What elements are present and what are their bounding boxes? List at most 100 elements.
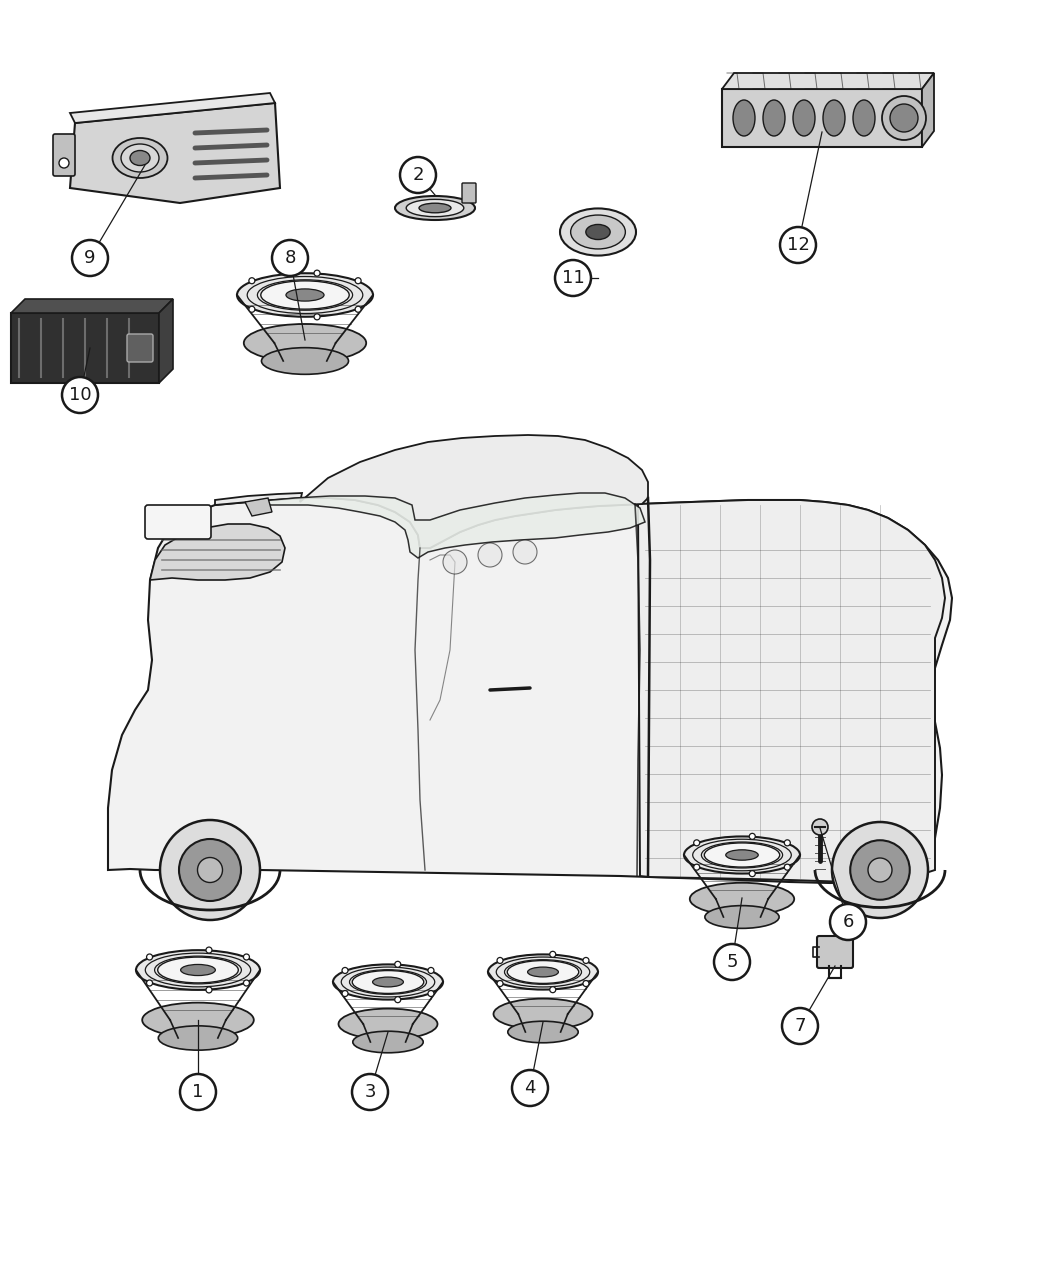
Circle shape [314, 314, 320, 320]
Text: 12: 12 [786, 236, 810, 254]
Ellipse shape [507, 960, 579, 983]
Ellipse shape [684, 836, 800, 873]
Circle shape [512, 1070, 548, 1105]
Ellipse shape [853, 99, 875, 136]
FancyBboxPatch shape [10, 312, 159, 382]
Text: 10: 10 [68, 386, 91, 404]
Circle shape [583, 958, 589, 964]
Ellipse shape [352, 970, 424, 993]
Ellipse shape [373, 977, 403, 987]
Ellipse shape [121, 144, 159, 172]
Ellipse shape [286, 289, 324, 301]
Circle shape [197, 858, 223, 882]
Circle shape [832, 822, 928, 918]
Text: 8: 8 [285, 249, 296, 266]
Circle shape [342, 991, 348, 997]
Circle shape [513, 541, 537, 564]
Circle shape [782, 1009, 818, 1044]
Text: 9: 9 [84, 249, 96, 266]
Circle shape [750, 871, 755, 877]
Ellipse shape [419, 203, 452, 213]
Ellipse shape [763, 99, 785, 136]
Circle shape [555, 260, 591, 296]
Circle shape [497, 958, 503, 964]
Polygon shape [722, 73, 934, 89]
Circle shape [784, 864, 791, 870]
Ellipse shape [690, 882, 794, 915]
Circle shape [428, 991, 434, 997]
Circle shape [178, 839, 242, 901]
Text: 5: 5 [727, 952, 738, 972]
Circle shape [206, 987, 212, 993]
Circle shape [244, 980, 250, 986]
Ellipse shape [570, 215, 626, 249]
Circle shape [244, 954, 250, 960]
Ellipse shape [237, 273, 373, 316]
Circle shape [355, 306, 361, 312]
Ellipse shape [406, 199, 464, 217]
Text: 2: 2 [413, 166, 424, 184]
FancyBboxPatch shape [462, 184, 476, 203]
Polygon shape [108, 499, 952, 884]
Polygon shape [10, 300, 173, 312]
Text: 1: 1 [192, 1082, 204, 1102]
Circle shape [59, 158, 69, 168]
Circle shape [147, 980, 152, 986]
Circle shape [478, 543, 502, 567]
Circle shape [784, 840, 791, 845]
Circle shape [497, 980, 503, 987]
Ellipse shape [823, 99, 845, 136]
Polygon shape [159, 300, 173, 382]
Ellipse shape [181, 964, 215, 975]
Circle shape [160, 820, 260, 921]
Circle shape [355, 278, 361, 284]
Ellipse shape [244, 324, 366, 362]
Ellipse shape [333, 964, 443, 1000]
Circle shape [314, 270, 320, 277]
Ellipse shape [130, 150, 150, 166]
Polygon shape [638, 500, 945, 882]
Text: 7: 7 [794, 1017, 805, 1035]
Circle shape [62, 377, 98, 413]
Ellipse shape [705, 843, 780, 867]
Circle shape [750, 834, 755, 839]
Circle shape [352, 1074, 388, 1111]
Ellipse shape [705, 905, 779, 928]
Circle shape [395, 997, 401, 1002]
Polygon shape [70, 103, 280, 203]
Circle shape [400, 157, 436, 193]
Ellipse shape [733, 99, 755, 136]
Circle shape [850, 840, 909, 900]
Circle shape [812, 819, 828, 835]
Circle shape [714, 944, 750, 980]
Ellipse shape [586, 224, 610, 240]
Circle shape [206, 947, 212, 954]
Ellipse shape [159, 1026, 237, 1051]
Polygon shape [215, 435, 648, 548]
Circle shape [583, 980, 589, 987]
FancyBboxPatch shape [817, 936, 853, 968]
Circle shape [342, 968, 348, 973]
Ellipse shape [395, 196, 475, 221]
Circle shape [428, 968, 434, 973]
Polygon shape [250, 493, 645, 558]
Circle shape [694, 840, 699, 845]
Circle shape [830, 904, 866, 940]
Text: 6: 6 [842, 913, 854, 931]
Circle shape [550, 987, 555, 993]
Circle shape [868, 858, 892, 882]
Ellipse shape [261, 348, 349, 375]
Polygon shape [150, 524, 285, 580]
Polygon shape [70, 93, 275, 122]
Circle shape [694, 864, 699, 870]
Circle shape [550, 951, 555, 958]
Ellipse shape [560, 208, 636, 255]
Ellipse shape [142, 1002, 254, 1038]
Polygon shape [922, 73, 934, 147]
Text: 11: 11 [562, 269, 585, 287]
Ellipse shape [527, 966, 559, 977]
Circle shape [882, 96, 926, 140]
Ellipse shape [726, 850, 758, 861]
FancyBboxPatch shape [145, 505, 211, 539]
Ellipse shape [488, 955, 598, 989]
